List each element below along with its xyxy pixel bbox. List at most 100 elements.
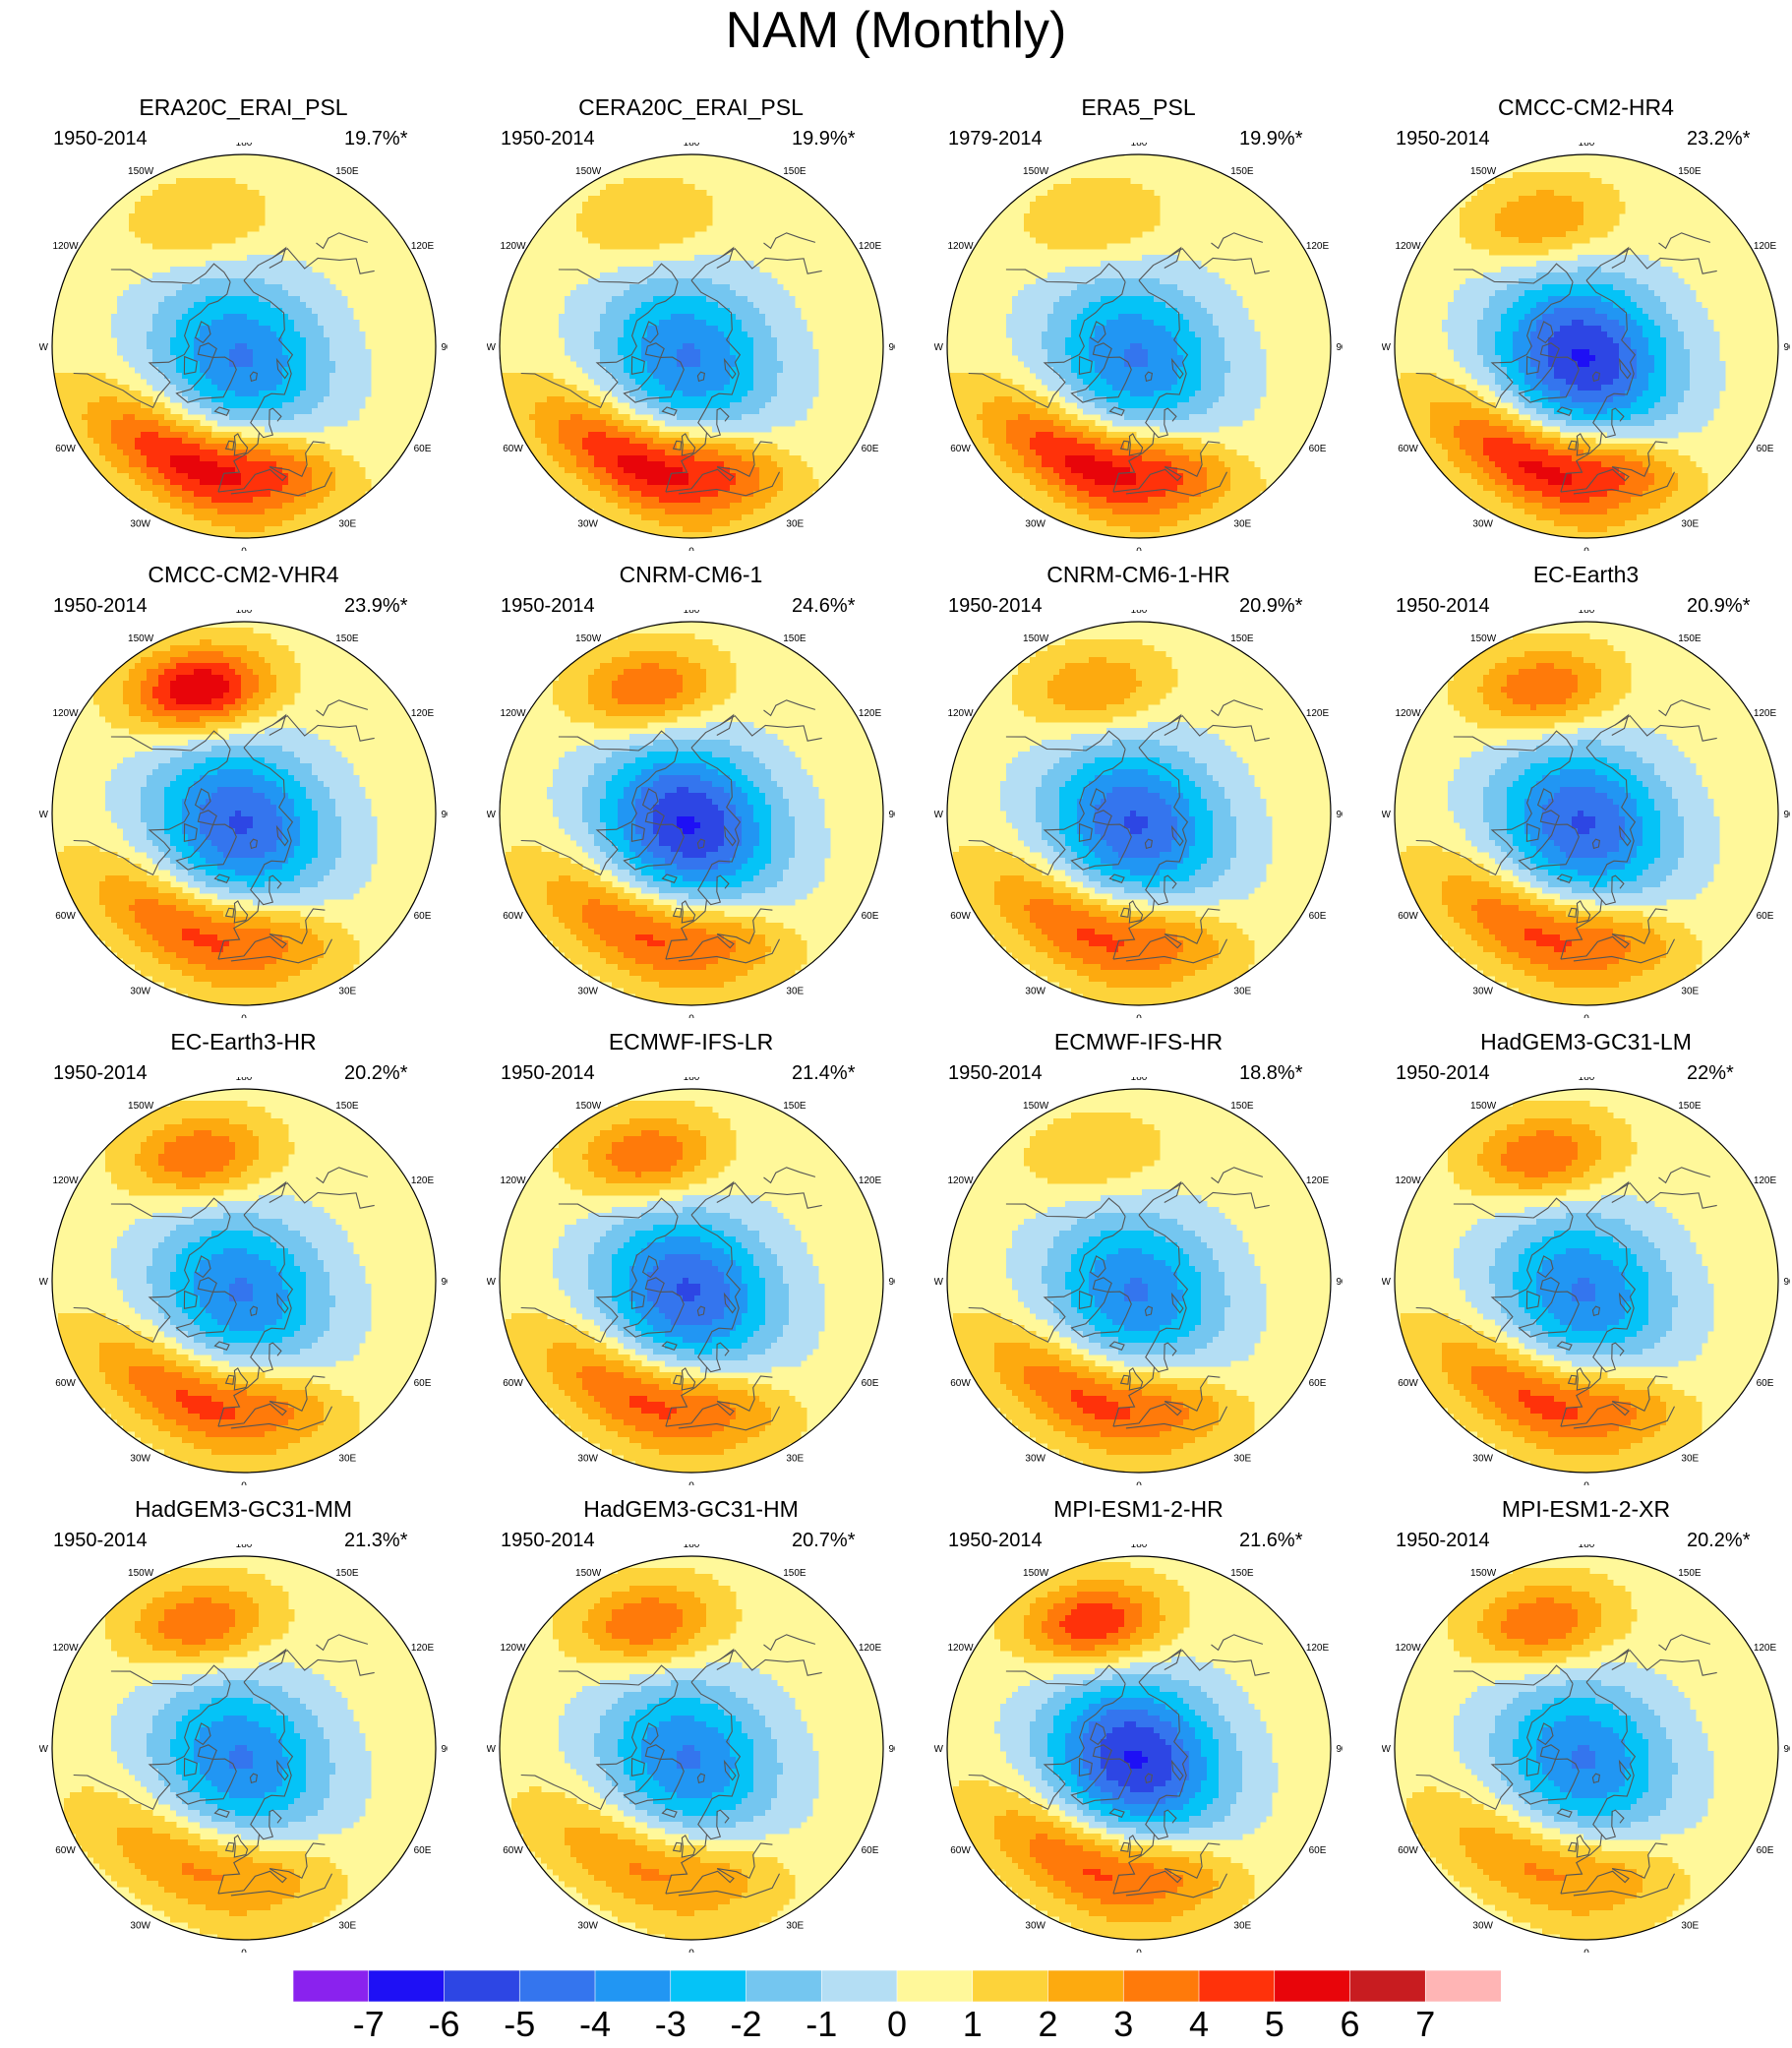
panel-title: ERA20C_ERAI_PSL xyxy=(20,93,467,121)
longitude-label: 180 xyxy=(684,1544,700,1550)
coastlines xyxy=(1415,699,1717,964)
longitude-label: 30E xyxy=(786,1453,804,1464)
longitude-labels: 180 150W 150E 120W 120E 90W 90E 60W 60E 30W 30E 0 xyxy=(1382,1544,1790,1953)
longitude-label: 90E xyxy=(1784,342,1790,353)
polar-map: 180 150W 150E 120W 120E 90W 90E 60W 60E 30W 30E 0 xyxy=(1382,610,1790,1018)
longitude-label: 90E xyxy=(889,342,895,353)
longitude-label: 60E xyxy=(1757,444,1774,454)
panel-explained-variance: 22%* xyxy=(1687,1061,1734,1085)
longitude-label: 90W xyxy=(1382,342,1391,353)
map-boundary xyxy=(946,621,1332,1006)
longitude-label: 150W xyxy=(128,1568,154,1579)
panel-title: ECMWF-IFS-LR xyxy=(467,1028,915,1055)
polar-map: 180 150W 150E 120W 120E 90W 90E 60W 60E 30W 30E 0 xyxy=(934,1077,1343,1485)
anomaly-field xyxy=(947,1089,1331,1473)
longitude-label: 30E xyxy=(338,1453,356,1464)
longitude-label: 60W xyxy=(1398,911,1418,922)
longitude-label: 120W xyxy=(52,241,79,252)
longitude-label: 120W xyxy=(1395,1643,1421,1654)
longitude-labels: 180 150W 150E 120W 120E 90W 90E 60W 60E 30W 30E 0 xyxy=(934,143,1343,551)
anomaly-field xyxy=(1395,1556,1778,1940)
longitude-label: 0 xyxy=(1583,1481,1589,1485)
map-boundary xyxy=(499,1088,884,1474)
panel-explained-variance: 21.6%* xyxy=(1239,1529,1303,1552)
panel-period: 1950-2014 xyxy=(948,1061,1043,1085)
longitude-label: 120W xyxy=(1395,241,1421,252)
longitude-label: 150E xyxy=(335,1568,359,1579)
colorbar-swatch xyxy=(746,1970,822,2003)
polar-map: 180 150W 150E 120W 120E 90W 90E 60W 60E 30W 30E 0 xyxy=(39,610,448,1018)
longitude-label: 150E xyxy=(1230,633,1254,644)
colorbar-tick-label: -6 xyxy=(415,2003,474,2046)
polar-map: 180 150W 150E 120W 120E 90W 90E 60W 60E 30W 30E 0 xyxy=(934,610,1343,1018)
anomaly-field xyxy=(52,1089,436,1473)
polar-map: 180 150W 150E 120W 120E 90W 90E 60W 60E 30W 30E 0 xyxy=(39,1544,448,1953)
anomaly-field xyxy=(1395,154,1778,538)
longitude-label: 60W xyxy=(1398,1845,1418,1856)
longitude-label: 150E xyxy=(1678,633,1702,644)
longitude-label: 30W xyxy=(1025,518,1045,529)
longitude-label: 60W xyxy=(55,911,76,922)
colorbar-tick-label: 1 xyxy=(943,2003,1002,2046)
longitude-label: 90E xyxy=(1337,1277,1343,1288)
longitude-labels: 180 150W 150E 120W 120E 90W 90E 60W 60E 30W 30E 0 xyxy=(487,1544,895,1953)
colorbar-swatch xyxy=(444,1970,520,2003)
coastlines xyxy=(1415,232,1717,497)
longitude-label: 30E xyxy=(1681,986,1699,996)
longitude-label: 90E xyxy=(1784,1277,1790,1288)
longitude-label: 30W xyxy=(1472,1453,1493,1464)
panel-explained-variance: 20.9%* xyxy=(1239,594,1303,618)
panel-title: EC-Earth3-HR xyxy=(20,1028,467,1055)
longitude-label: 180 xyxy=(684,610,700,616)
coastlines xyxy=(520,1634,822,1898)
colorbar-swatch xyxy=(1047,1970,1124,2003)
map-panel: ECMWF-IFS-LR 1950-2014 21.4%* 180 150W 150E 12… xyxy=(467,1028,915,1495)
longitude-label: 120W xyxy=(947,241,974,252)
longitude-label: 30W xyxy=(1025,986,1045,996)
longitude-label: 90E xyxy=(442,1277,448,1288)
longitude-label: 120E xyxy=(1306,1643,1330,1654)
map-boundary xyxy=(946,1088,1332,1474)
longitude-label: 60E xyxy=(414,911,432,922)
longitude-label: 60W xyxy=(503,1845,523,1856)
anomaly-field xyxy=(500,1089,883,1473)
longitude-label: 30E xyxy=(786,518,804,529)
colorbar-swatch xyxy=(670,1970,747,2003)
longitude-label: 30E xyxy=(338,518,356,529)
longitude-label: 120W xyxy=(52,708,79,719)
polar-map: 180 150W 150E 120W 120E 90W 90E 60W 60E 30W 30E 0 xyxy=(487,1544,895,1953)
map-panel: HadGEM3-GC31-LM 1950-2014 22%* 180 150W 150E 1… xyxy=(1362,1028,1792,1495)
longitude-label: 180 xyxy=(1131,1544,1148,1550)
longitude-label: 60W xyxy=(55,444,76,454)
longitude-label: 180 xyxy=(236,610,253,616)
longitude-labels: 180 150W 150E 120W 120E 90W 90E 60W 60E 30W 30E 0 xyxy=(1382,1077,1790,1485)
panel-explained-variance: 20.2%* xyxy=(1687,1529,1751,1552)
longitude-label: 90E xyxy=(442,1744,448,1755)
longitude-label: 0 xyxy=(241,1481,247,1485)
map-boundary xyxy=(499,153,884,539)
polar-map: 180 150W 150E 120W 120E 90W 90E 60W 60E 30W 30E 0 xyxy=(487,1077,895,1485)
longitude-label: 0 xyxy=(1583,1949,1589,1953)
longitude-label: 0 xyxy=(1136,1949,1142,1953)
longitude-label: 60W xyxy=(950,1845,971,1856)
longitude-label: 90W xyxy=(934,342,943,353)
map-boundary xyxy=(51,1088,437,1474)
longitude-label: 150E xyxy=(335,166,359,177)
longitude-label: 150E xyxy=(1678,166,1702,177)
map-panel: MPI-ESM1-2-HR 1950-2014 21.6%* 180 150W 150E 1… xyxy=(915,1495,1362,1962)
map-boundary xyxy=(1394,153,1779,539)
longitude-label: 30E xyxy=(1681,1920,1699,1931)
longitude-label: 90E xyxy=(1784,1744,1790,1755)
coastlines xyxy=(73,232,375,497)
anomaly-field xyxy=(52,1556,436,1940)
anomaly-field xyxy=(500,622,883,1005)
longitude-labels: 180 150W 150E 120W 120E 90W 90E 60W 60E 30W 30E 0 xyxy=(1382,610,1790,1018)
longitude-labels: 180 150W 150E 120W 120E 90W 90E 60W 60E 30W 30E 0 xyxy=(934,1544,1343,1953)
longitude-label: 150W xyxy=(128,633,154,644)
longitude-label: 120E xyxy=(859,708,882,719)
longitude-label: 60E xyxy=(1757,1378,1774,1389)
coastlines xyxy=(73,1167,375,1431)
longitude-label: 150E xyxy=(783,1101,806,1112)
panel-title: CERA20C_ERAI_PSL xyxy=(467,93,915,121)
coastlines xyxy=(1415,1167,1717,1431)
